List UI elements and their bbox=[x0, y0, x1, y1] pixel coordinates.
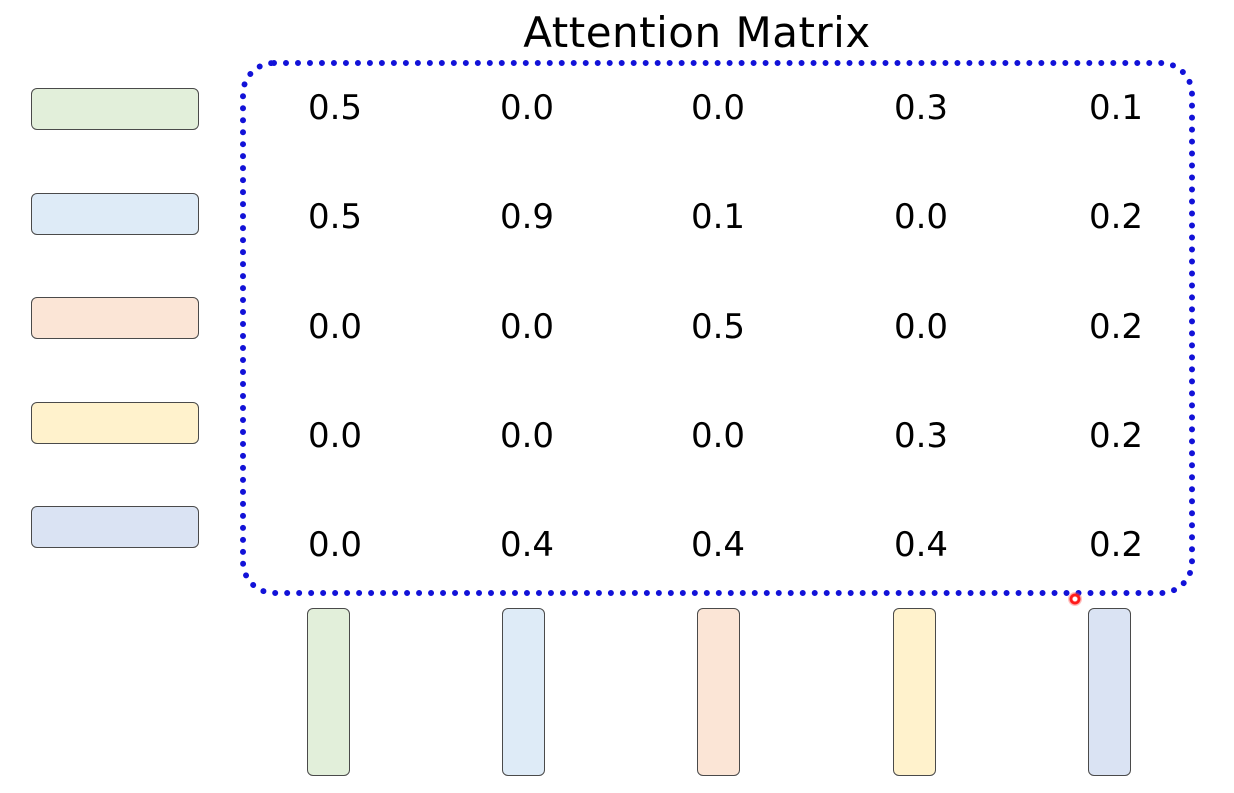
matrix-cell: 0.3 bbox=[893, 88, 949, 128]
matrix-cell: 0.4 bbox=[690, 525, 746, 565]
matrix-cell: 0.5 bbox=[690, 307, 746, 347]
matrix-cell: 0.1 bbox=[690, 197, 746, 237]
row-token-2 bbox=[31, 193, 199, 235]
matrix-cell: 0.2 bbox=[1088, 197, 1144, 237]
row-token-4 bbox=[31, 402, 199, 444]
matrix-cell: 0.0 bbox=[307, 525, 363, 565]
matrix-cell: 0.0 bbox=[499, 416, 555, 456]
matrix-cell: 0.1 bbox=[1088, 88, 1144, 128]
row-token-5 bbox=[31, 506, 199, 548]
matrix-cell: 0.2 bbox=[1088, 525, 1144, 565]
matrix-cell: 0.0 bbox=[499, 88, 555, 128]
matrix-cell: 0.4 bbox=[893, 525, 949, 565]
column-token-1 bbox=[307, 608, 350, 776]
row-token-3 bbox=[31, 297, 199, 339]
attention-matrix-frame bbox=[240, 60, 1195, 596]
matrix-cell: 0.5 bbox=[307, 88, 363, 128]
matrix-cell: 0.2 bbox=[1088, 307, 1144, 347]
column-token-5 bbox=[1088, 608, 1131, 776]
matrix-cell: 0.5 bbox=[307, 197, 363, 237]
laser-pointer-dot bbox=[1068, 592, 1082, 606]
column-token-4 bbox=[893, 608, 936, 776]
row-token-1 bbox=[31, 88, 199, 130]
matrix-cell: 0.0 bbox=[893, 307, 949, 347]
column-token-3 bbox=[697, 608, 740, 776]
matrix-cell: 0.4 bbox=[499, 525, 555, 565]
matrix-cell: 0.0 bbox=[499, 307, 555, 347]
column-token-2 bbox=[502, 608, 545, 776]
matrix-cell: 0.0 bbox=[690, 88, 746, 128]
matrix-cell: 0.2 bbox=[1088, 416, 1144, 456]
matrix-cell: 0.9 bbox=[499, 197, 555, 237]
matrix-cell: 0.0 bbox=[690, 416, 746, 456]
matrix-cell: 0.0 bbox=[307, 307, 363, 347]
matrix-cell: 0.0 bbox=[307, 416, 363, 456]
matrix-cell: 0.0 bbox=[893, 197, 949, 237]
page-title: Attention Matrix bbox=[523, 8, 871, 57]
matrix-cell: 0.3 bbox=[893, 416, 949, 456]
